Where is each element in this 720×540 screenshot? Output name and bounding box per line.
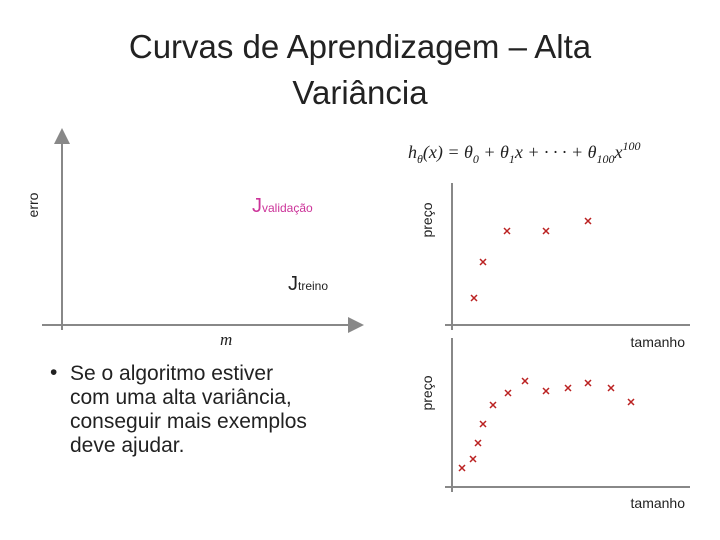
x-label: tamanho (631, 334, 686, 350)
curve-subscript: validação (262, 201, 313, 215)
curve-label: Jvalidação (252, 195, 313, 217)
formula: hθ(x) = θ0 + θ1x + · · · + θ100x100 (408, 139, 641, 166)
formula-part: 100 (623, 139, 641, 153)
bullet-line: deve ajudar. (70, 434, 184, 457)
formula-part: x (614, 142, 623, 162)
x-label: m (220, 330, 232, 349)
points (458, 377, 635, 472)
curve-subscript: treino (298, 279, 328, 293)
formula-part: 0 (473, 152, 479, 166)
title-line: Curvas de Aprendizagem – Alta (129, 28, 592, 65)
curve-label: Jtreino (288, 273, 328, 295)
points (470, 217, 592, 302)
formula-part: h (408, 142, 417, 162)
y-label: erro (25, 192, 41, 217)
y-label: preço (419, 202, 435, 237)
title-line: Variância (292, 74, 428, 111)
bullet-line: conseguir mais exemplos (70, 410, 307, 433)
formula-part: 100 (597, 152, 615, 166)
formula-part: + θ (479, 142, 509, 162)
curve-symbol: J (288, 273, 298, 295)
formula-part: (x) = θ (423, 142, 473, 163)
bullet-line: Se o algoritmo estiver (70, 362, 273, 385)
curve-symbol: J (252, 195, 262, 217)
formula-part: x + · · · + θ (514, 142, 597, 162)
bullet-line: com uma alta variância, (70, 386, 292, 409)
y-label: preço (419, 375, 435, 410)
x-label: tamanho (631, 495, 686, 511)
bullet-dot: • (50, 361, 57, 384)
formula-part: θ (417, 152, 423, 166)
formula-part: 1 (509, 152, 515, 166)
